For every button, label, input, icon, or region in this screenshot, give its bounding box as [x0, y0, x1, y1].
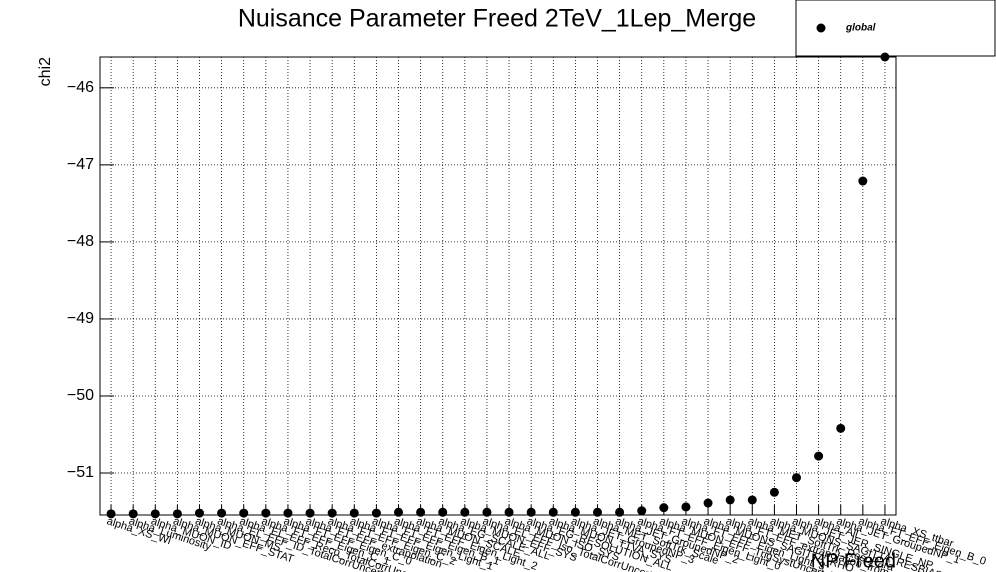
- data-point: [128, 509, 138, 519]
- data-point: [814, 451, 824, 461]
- data-point: [416, 507, 426, 517]
- y-tick-label: −47: [67, 156, 94, 173]
- data-point: [195, 508, 204, 518]
- data-point: [394, 507, 403, 517]
- y-axis-label: chi2: [37, 57, 54, 86]
- data-point: [526, 507, 536, 517]
- data-point: [792, 473, 801, 483]
- data-point: [482, 507, 492, 517]
- data-point: [858, 176, 868, 186]
- data-point: [438, 507, 448, 517]
- y-tick-label: −48: [67, 233, 94, 250]
- y-tick-label: −51: [67, 464, 94, 481]
- y-tick-label: −49: [67, 310, 94, 327]
- data-point: [548, 507, 558, 517]
- data-point: [504, 507, 514, 517]
- data-point: [570, 507, 580, 517]
- data-point: [172, 509, 182, 519]
- data-point: [703, 498, 713, 508]
- y-tick-label: −46: [67, 79, 94, 96]
- legend-box: [795, 0, 996, 57]
- data-point: [747, 495, 757, 505]
- data-point: [681, 502, 691, 512]
- data-point: [106, 509, 116, 519]
- data-point: [880, 52, 890, 62]
- data-point: [615, 507, 625, 517]
- plot-frame: [99, 56, 897, 516]
- legend-marker: [816, 23, 826, 33]
- legend-label: global: [845, 23, 876, 34]
- data-point: [217, 508, 227, 518]
- data-point: [769, 487, 779, 497]
- data-point: [460, 507, 470, 517]
- data-point: [637, 506, 647, 516]
- x-axis-label: NP Freed: [811, 550, 896, 572]
- data-point: [305, 508, 315, 518]
- data-point: [371, 508, 381, 518]
- data-point: [593, 507, 602, 517]
- data-point: [150, 509, 160, 519]
- chart-title: Nuisance Parameter Freed 2TeV_1Lep_Merge: [238, 5, 756, 33]
- data-point: [725, 495, 735, 505]
- data-point: [283, 508, 293, 518]
- data-point: [327, 508, 337, 518]
- y-tick-label: −50: [67, 387, 94, 404]
- data-point: [659, 503, 669, 513]
- data-point: [261, 508, 271, 518]
- data-point: [349, 508, 359, 518]
- data-point: [239, 508, 249, 518]
- data-point: [836, 423, 846, 433]
